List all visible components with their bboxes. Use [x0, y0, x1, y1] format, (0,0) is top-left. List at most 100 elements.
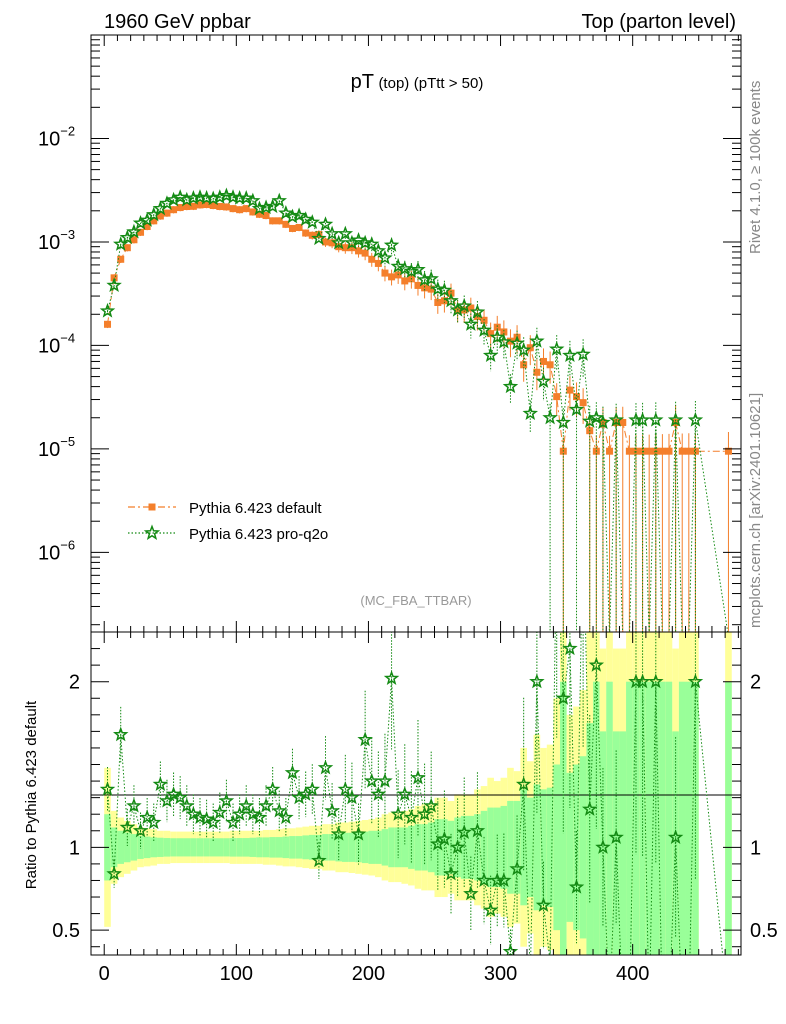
- q2o-point: [443, 292, 459, 308]
- default-point: [566, 386, 574, 394]
- x-tick-label: 0: [99, 963, 110, 985]
- ratio-point: [132, 822, 149, 838]
- ratio-point: [357, 731, 373, 747]
- default-point: [724, 447, 732, 455]
- q2o-point: [390, 258, 406, 274]
- energy-label: 1960 GeV ppbar: [104, 11, 251, 33]
- ratio-band-inner: [223, 838, 230, 857]
- default-point: [222, 203, 230, 211]
- ratio-point: [410, 769, 426, 785]
- ratio-band-inner: [394, 827, 402, 868]
- q2o-point: [126, 223, 142, 239]
- default-point: [302, 229, 310, 237]
- ratio-band-inner: [619, 731, 627, 955]
- x-tick-label: 300: [484, 963, 517, 985]
- default-point: [678, 447, 686, 455]
- ratio-band-inner: [157, 837, 164, 857]
- ratio-band-inner: [645, 681, 653, 955]
- q2o-point: [212, 189, 228, 204]
- default-point: [156, 212, 164, 220]
- ratio-band-inner: [328, 834, 336, 861]
- ratio-band-inner: [441, 819, 448, 876]
- ratio-band-inner: [507, 800, 514, 894]
- default-point: [665, 447, 673, 455]
- q2o-point: [258, 199, 274, 215]
- ratio-band-inner: [665, 681, 673, 955]
- q2o-point: [218, 187, 235, 203]
- ratio-band-inner: [190, 838, 197, 857]
- ratio-point: [370, 786, 387, 801]
- ratio-point: [172, 789, 188, 805]
- main-y-tick-exponent: −6: [60, 537, 75, 552]
- q2o-point: [304, 214, 321, 229]
- ratio-point: [397, 786, 413, 801]
- q2o-point: [410, 261, 426, 277]
- ratio-band-inner: [725, 681, 732, 955]
- q2o-point: [397, 260, 413, 276]
- default-point: [460, 306, 468, 314]
- ratio-band-inner: [150, 837, 158, 858]
- q2o-point: [185, 190, 202, 205]
- plot-title-main: pT: [351, 71, 374, 93]
- ratio-band-inner: [388, 827, 395, 868]
- q2o-point: [522, 405, 539, 421]
- ratio-point: [179, 797, 195, 813]
- mcplots-label: mcplots.cern.ch [arXiv:2401.10621]: [747, 393, 764, 628]
- ratio-band-inner: [652, 681, 660, 955]
- ratio-y-tick-label-left: 2: [69, 672, 80, 694]
- q2o-point: [548, 341, 565, 356]
- main-y-tick-label: 10−2: [38, 123, 75, 150]
- ratio-band-inner: [500, 805, 508, 889]
- default-point: [196, 201, 204, 209]
- ratio-band-inner: [427, 822, 435, 873]
- default-point: [467, 304, 475, 312]
- ratio-point: [549, 953, 551, 955]
- x-tick-label: 400: [616, 963, 649, 985]
- default-point: [355, 247, 363, 255]
- q2o-point: [284, 208, 301, 224]
- q2o-point: [205, 190, 221, 206]
- ratio-point: [555, 690, 572, 705]
- ratio-y-tick-label-left: 1: [69, 837, 80, 859]
- default-point: [236, 206, 244, 214]
- default-point: [500, 328, 508, 336]
- q2o-point: [238, 190, 254, 205]
- ratio-band-inner: [130, 834, 138, 861]
- legend-q2o-marker: [143, 524, 161, 540]
- ratio-point: [667, 829, 684, 844]
- ratio-point: [271, 802, 288, 818]
- ratio-point: [502, 943, 519, 955]
- main-y-tick-label: 10−5: [38, 434, 75, 461]
- ratio-band-inner: [553, 764, 561, 931]
- ratio-point: [112, 726, 129, 742]
- ratio-point: [595, 839, 611, 854]
- q2o-point: [509, 335, 525, 350]
- q2o-point: [317, 216, 334, 231]
- ratio-series-line: [107, 632, 724, 955]
- ratio-band-inner: [626, 681, 633, 955]
- ratio-panel-frame: [90, 631, 742, 956]
- q2o-point: [377, 249, 393, 265]
- default-point: [381, 269, 389, 277]
- q2o-point: [251, 200, 268, 216]
- q2o-point: [535, 373, 552, 388]
- ratio-band-inner: [163, 838, 171, 857]
- main-y-tick-base: 10: [38, 232, 60, 254]
- ratio-point: [529, 673, 545, 689]
- q2o-point: [595, 414, 611, 430]
- default-point: [487, 330, 495, 338]
- q2o-point: [311, 230, 327, 246]
- default-point: [209, 202, 217, 210]
- default-point: [117, 255, 125, 263]
- q2o-point: [430, 280, 446, 296]
- ratio-band-inner: [467, 815, 475, 879]
- ratio-band-inner: [513, 800, 521, 894]
- main-y-tick-label: 10−3: [38, 227, 75, 254]
- main-y-tick-exponent: −2: [60, 123, 75, 138]
- ratio-point: [443, 865, 459, 881]
- default-point: [573, 393, 581, 401]
- ratio-band-inner: [355, 832, 362, 863]
- default-point: [361, 249, 369, 257]
- ratio-band-inner: [322, 834, 329, 861]
- q2o-point: [456, 297, 472, 313]
